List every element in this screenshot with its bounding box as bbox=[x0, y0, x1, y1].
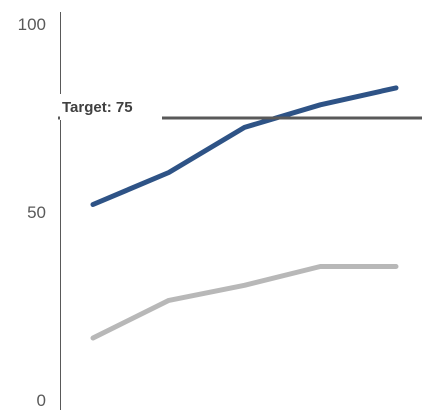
y-tick-label-0: 0 bbox=[37, 391, 46, 410]
target-label: Target: 75 bbox=[62, 99, 133, 116]
y-tick-labels: 0 50 100 bbox=[18, 15, 46, 410]
y-tick-label-100: 100 bbox=[18, 15, 46, 34]
y-tick-label-50: 50 bbox=[27, 203, 46, 222]
series-line-2 bbox=[90, 264, 399, 341]
target-label-background bbox=[60, 94, 162, 120]
series-line-1 bbox=[90, 85, 399, 207]
series-layer bbox=[90, 85, 399, 341]
